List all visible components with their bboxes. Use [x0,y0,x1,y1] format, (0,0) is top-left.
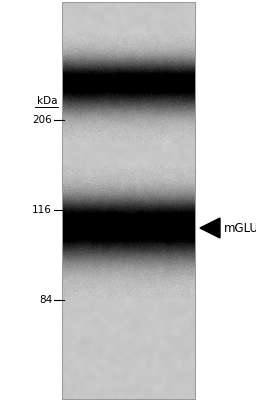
Text: mGLUR2/3: mGLUR2/3 [224,222,256,235]
Text: 84: 84 [39,295,52,305]
Polygon shape [200,218,220,238]
Text: 116: 116 [32,205,52,215]
Text: 206: 206 [32,115,52,125]
Text: kDa: kDa [37,96,58,106]
